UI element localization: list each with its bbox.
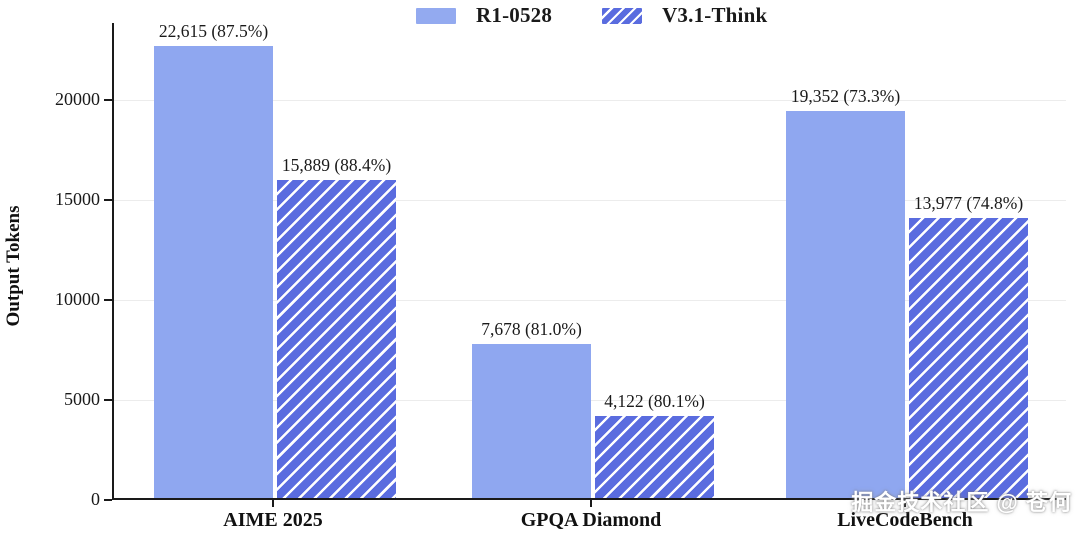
legend-swatch-hatched xyxy=(602,7,643,24)
legend: R1-0528 V3.1-Think xyxy=(416,3,767,28)
bar-value-label-v3.1-think-livecodebench: 13,977 (74.8%) xyxy=(913,193,1024,214)
legend-swatch-solid xyxy=(416,7,456,24)
x-category-label-aime-2025: AIME 2025 xyxy=(223,509,323,531)
x-tick-mark-1 xyxy=(590,500,592,507)
legend-item-r1-0528: R1-0528 xyxy=(416,3,552,28)
bar-value-label-r1-0528-aime-2025: 22,615 (87.5%) xyxy=(158,20,269,41)
y-tick-mark-0 xyxy=(104,499,112,501)
bar-v3.1-think-aime-2025 xyxy=(277,180,396,498)
y-tick-label-20000: 20000 xyxy=(55,89,100,109)
watermark-text: 掘金技术社区 @ 苍何 xyxy=(851,490,1072,515)
plot-area: 22,615 (87.5%) 7,678 (81.0%) 19,352 (73.3%… xyxy=(112,21,1066,500)
gridline-20000 xyxy=(114,100,1066,101)
y-tick-label-15000: 15000 xyxy=(55,189,100,209)
y-tick-label-5000: 5000 xyxy=(64,389,100,409)
y-tick-mark-5000 xyxy=(104,399,112,401)
bar-value-label-v3.1-think-gpqa-diamond: 4,122 (80.1%) xyxy=(604,390,705,411)
y-axis-title: Output Tokens xyxy=(3,205,24,327)
bar-v3.1-think-livecodebench xyxy=(909,218,1028,498)
bar-value-label-v3.1-think-aime-2025: 15,889 (88.4%) xyxy=(281,155,392,176)
bar-r1-0528-aime-2025 xyxy=(154,45,273,498)
gridline-15000 xyxy=(114,200,1066,201)
x-category-label-livecodebench: LiveCodeBench xyxy=(837,509,973,531)
bar-v3.1-think-gpqa-diamond xyxy=(595,415,714,498)
y-tick-mark-10000 xyxy=(104,299,112,301)
bar-value-label-r1-0528-gpqa-diamond: 7,678 (81.0%) xyxy=(481,319,582,340)
legend-label-v31-think: V3.1-Think xyxy=(662,3,768,27)
y-tick-mark-15000 xyxy=(104,199,112,201)
y-tick-label-10000: 10000 xyxy=(55,289,100,309)
legend-item-v31-think: V3.1-Think xyxy=(602,3,767,28)
y-tick-mark-20000 xyxy=(104,99,112,101)
x-category-label-gpqa-diamond: GPQA Diamond xyxy=(520,509,662,531)
x-tick-mark-0 xyxy=(272,500,274,507)
bar-value-label-r1-0528-livecodebench: 19,352 (73.3%) xyxy=(790,85,901,106)
y-tick-label-0: 0 xyxy=(91,489,100,509)
gridline-10000 xyxy=(114,300,1066,301)
x-tick-mark-2 xyxy=(904,500,906,507)
legend-label-r1-0528: R1-0528 xyxy=(476,3,553,27)
bar-r1-0528-livecodebench xyxy=(786,110,905,498)
bar-r1-0528-gpqa-diamond xyxy=(472,344,591,498)
